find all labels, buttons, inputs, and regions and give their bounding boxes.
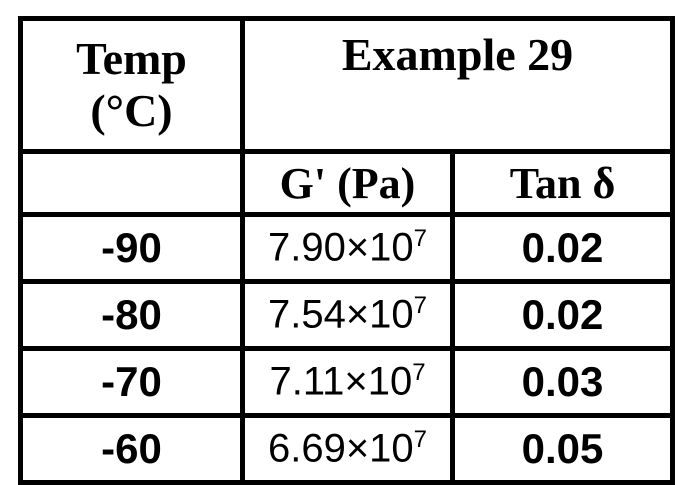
temp-cell: -60: [18, 413, 245, 485]
g-prime-mantissa: 7.11×10: [269, 359, 413, 404]
g-prime-header-cell: G' (Pa): [240, 149, 455, 217]
example-header-cell: Example 29: [240, 16, 675, 154]
tan-delta-cell: 0.02: [450, 279, 675, 351]
header-row: Temp (°C) Example 29: [18, 16, 675, 154]
table-row: -80 7.54×107 0.02: [18, 279, 675, 351]
example-header-label: Example 29: [341, 29, 574, 80]
data-table: Temp (°C) Example 29 G' (Pa) Tan δ -90 7…: [18, 16, 675, 485]
g-prime-header-label: G' (Pa): [279, 158, 416, 208]
g-prime-cell: 7.90×107: [240, 212, 455, 284]
empty-subheader-cell: [18, 149, 245, 217]
temp-cell: -90: [18, 212, 245, 284]
g-prime-cell: 7.11×107: [240, 346, 455, 418]
tan-delta-cell: 0.03: [450, 346, 675, 418]
g-prime-mantissa: 6.69×10: [267, 426, 414, 471]
temp-header-unit: (°C): [90, 85, 173, 136]
tan-delta-cell: 0.05: [450, 413, 675, 485]
table-row: -90 7.90×107 0.02: [18, 212, 675, 284]
g-prime-cell: 7.54×107: [240, 279, 455, 351]
table-row: -70 7.11×107 0.03: [18, 346, 675, 418]
temp-header-label: Temp: [76, 33, 187, 84]
temp-cell: -70: [18, 346, 245, 418]
tan-delta-header-cell: Tan δ: [450, 149, 675, 217]
g-prime-exponent: 7: [413, 225, 428, 253]
g-prime-mantissa: 7.54×10: [267, 292, 414, 337]
temp-header-cell: Temp (°C): [18, 16, 245, 154]
g-prime-mantissa: 7.90×10: [267, 225, 414, 270]
subheader-row: G' (Pa) Tan δ: [18, 149, 675, 217]
g-prime-exponent: 7: [412, 359, 426, 387]
g-prime-cell: 6.69×107: [240, 413, 455, 485]
g-prime-exponent: 7: [413, 292, 428, 320]
tan-delta-cell: 0.02: [450, 212, 675, 284]
g-prime-exponent: 7: [413, 426, 428, 454]
tan-delta-header-label: Tan δ: [509, 158, 616, 208]
temp-cell: -80: [18, 279, 245, 351]
table-row: -60 6.69×107 0.05: [18, 413, 675, 485]
